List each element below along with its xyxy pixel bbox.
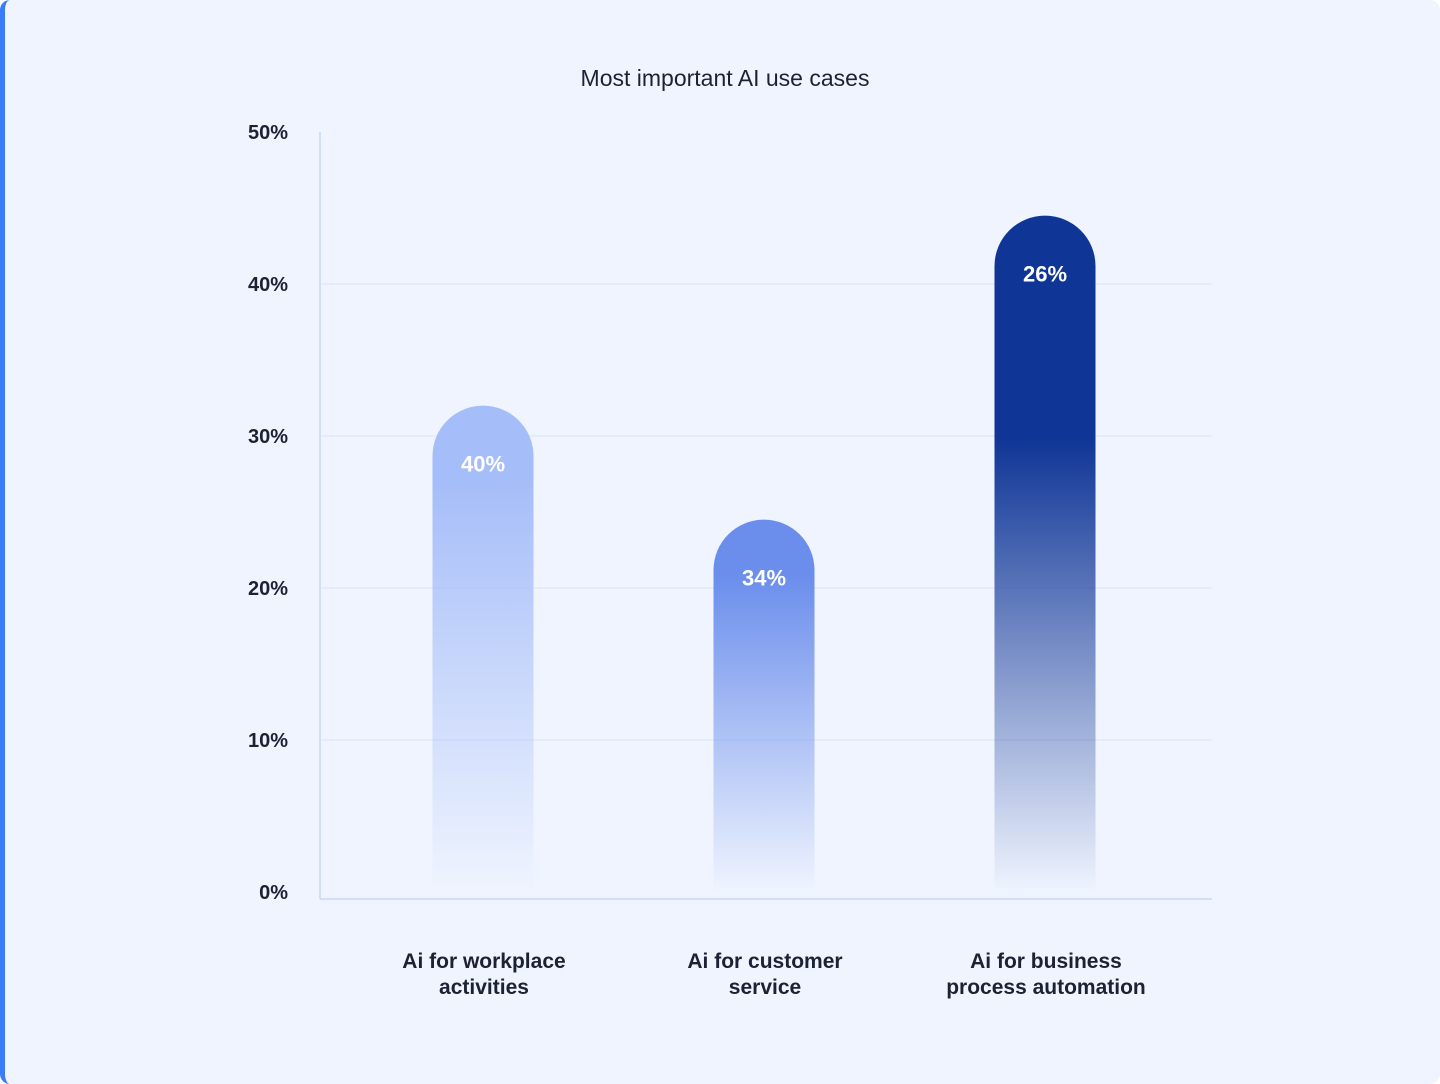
x-tick-label: Ai for workplace [402, 950, 565, 973]
x-tick-label: Ai for customer [687, 950, 842, 973]
bar-data-label: 26% [1023, 262, 1067, 287]
chart-title: Most important AI use cases [581, 65, 870, 91]
x-tick-label: process automation [946, 976, 1146, 999]
bars: 40% 34% 26% [432, 215, 1096, 893]
y-tick-labels: 0% 10% 20% 30% 40% 50% [248, 122, 288, 904]
y-tick-label: 50% [248, 122, 288, 144]
x-tick-label: activities [439, 976, 529, 999]
y-tick-label: 30% [248, 426, 288, 448]
y-tick-label: 0% [259, 882, 288, 904]
bar-chart: Most important AI use cases 0% 10% 20% 30% 4… [248, 65, 1212, 999]
bar [713, 519, 815, 892]
y-tick-label: 20% [248, 578, 288, 600]
bar [994, 215, 1096, 893]
category-labels: Ai for workplace activities Ai for custome… [402, 950, 1145, 999]
y-tick-label: 10% [248, 730, 288, 752]
bar-data-label: 34% [742, 566, 786, 591]
bar [432, 405, 534, 892]
x-tick-label: service [729, 976, 801, 999]
bar-data-label: 40% [461, 452, 505, 477]
x-tick-label: Ai for business [970, 950, 1122, 973]
y-tick-label: 40% [248, 274, 288, 296]
